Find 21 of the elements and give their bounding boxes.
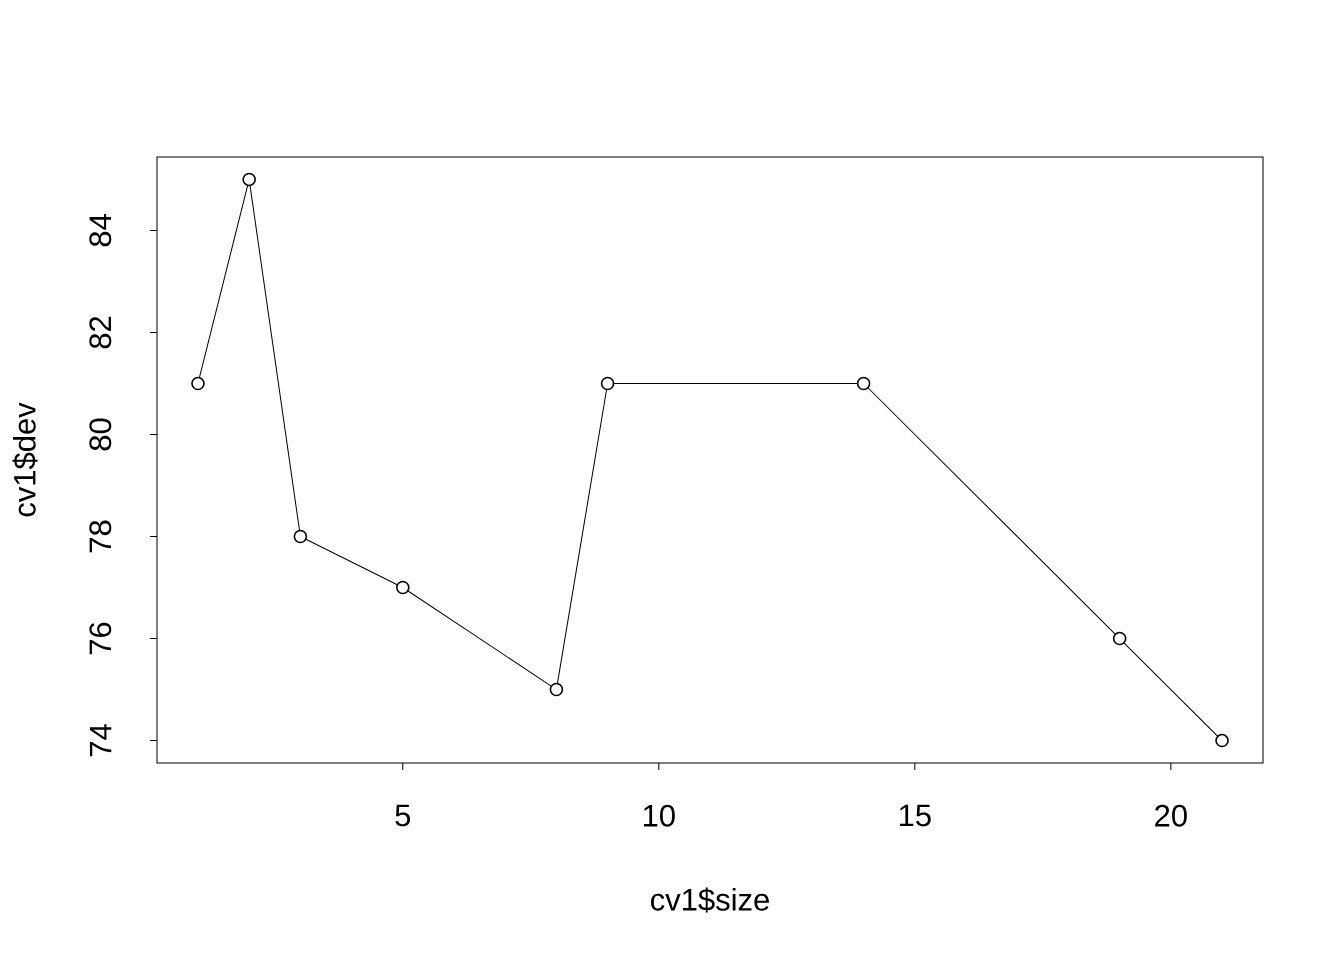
x-tick-label: 10 (643, 804, 675, 827)
y-axis-title: cv1$dev (12, 402, 38, 517)
y-tick-label: 84 (89, 214, 112, 247)
x-axis-title: cv1$size (651, 887, 769, 913)
point (600, 376, 615, 391)
point (856, 376, 871, 391)
point (1112, 631, 1127, 646)
point (395, 580, 410, 595)
x-tick-label: 15 (899, 804, 931, 827)
y-tick-label: 80 (89, 418, 112, 451)
x-tick-label: 5 (395, 804, 411, 827)
point (242, 172, 256, 187)
point (293, 529, 308, 544)
x-tick-label: 20 (1155, 804, 1187, 827)
point (191, 376, 205, 391)
point (1215, 733, 1229, 748)
y-tick-label: 76 (89, 622, 112, 655)
y-tick-label: 82 (89, 316, 112, 349)
y-tick-label: 74 (89, 724, 112, 757)
y-tick-label: 78 (89, 520, 112, 553)
point (549, 682, 564, 697)
